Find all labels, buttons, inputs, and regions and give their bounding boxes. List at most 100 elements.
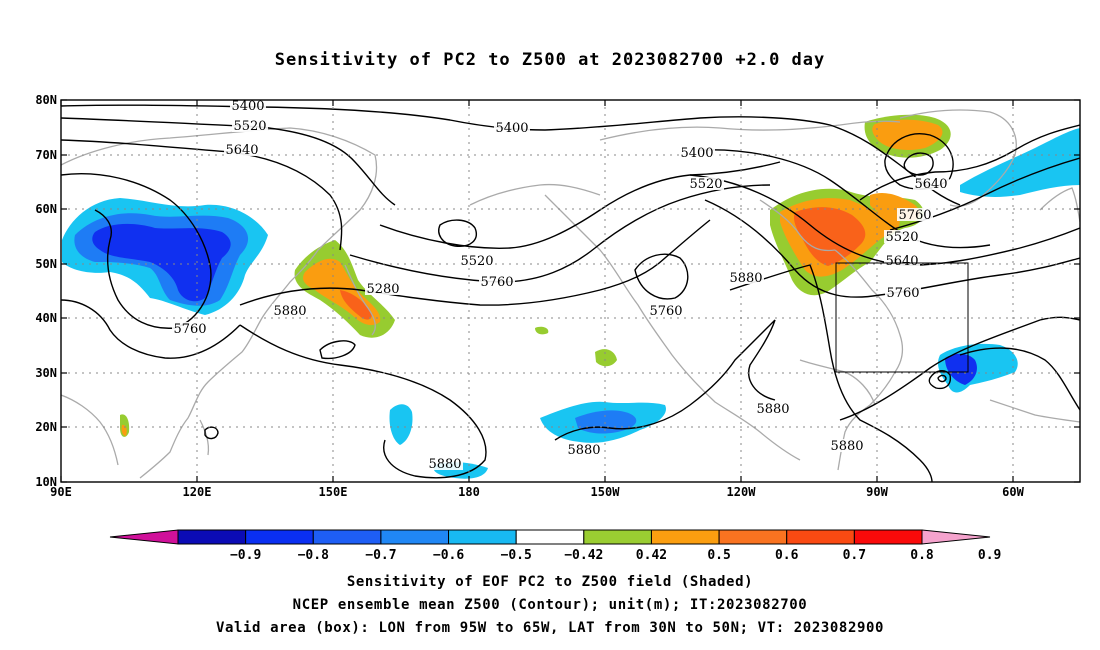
lat-label: 40N — [35, 311, 57, 325]
lat-label: 10N — [35, 475, 57, 489]
contour-label-bg — [884, 254, 920, 267]
contour-ring-small-a — [204, 426, 219, 440]
contour-5640-b — [349, 184, 771, 283]
contour-5880-pac — [554, 319, 776, 441]
contour-5520-c — [699, 149, 991, 249]
contour-5760-b — [239, 219, 711, 306]
colorbar-end-left — [109, 529, 179, 545]
contour-label: 5520 — [460, 254, 493, 269]
caption-shaded: Sensitivity of EOF PC2 to Z500 field (Sh… — [346, 574, 754, 590]
contour-5520-a — [61, 117, 396, 206]
lat-label: 50N — [35, 257, 57, 271]
contour-label-bg — [427, 457, 463, 470]
lon-label: 150E — [319, 485, 348, 499]
contour-label: 5640 — [225, 143, 258, 158]
contour-label: 5760 — [886, 286, 919, 301]
contour-5280-ring-outer — [884, 133, 954, 190]
contour-label-bg — [688, 177, 724, 190]
contour-label-bg — [230, 99, 266, 112]
coast-greenland — [899, 109, 1017, 207]
contour-5880-na — [729, 264, 933, 482]
contour-label-bg — [232, 119, 268, 132]
contour-label-bg — [224, 143, 260, 156]
colorbar-segment — [177, 529, 247, 545]
colorbar-segment — [448, 529, 517, 545]
lon-label: 120E — [183, 485, 212, 499]
contour-label: 5520 — [233, 119, 266, 134]
contour-label-bg — [272, 304, 308, 317]
contour-label: 5880 — [830, 439, 863, 454]
contour-label-bg — [728, 271, 764, 284]
contour-5880-atl-low — [959, 347, 1080, 411]
lon-label: 90W — [866, 485, 888, 499]
colorbar-label: −0.9 — [230, 548, 261, 563]
contour-label: 5880 — [567, 443, 600, 458]
colorbar-segment — [786, 529, 855, 545]
contour-label-bg — [679, 146, 715, 159]
colorbar-label: 0.8 — [910, 548, 934, 563]
valid-area-box — [835, 262, 969, 373]
contour-label: 5880 — [273, 304, 306, 319]
colorbar-label: −0.7 — [365, 548, 396, 563]
coast-na-north — [599, 120, 901, 141]
contour-label-bg — [459, 254, 495, 267]
coast-hudson — [759, 199, 836, 252]
contour-label: 5760 — [480, 275, 513, 290]
coast-india — [61, 394, 119, 466]
plot-frame — [60, 99, 1081, 483]
contour-label-bg — [648, 304, 684, 317]
colorbar-segment — [853, 529, 923, 545]
contour-ring-5520 — [438, 219, 477, 247]
contour-ring-5760 — [634, 253, 689, 300]
contour-5880-mid — [239, 324, 487, 479]
contour-label-bg — [897, 208, 933, 221]
contour-labels: 5400 5520 5640 5400 5520 5760 5280 5400 5520 5640… — [172, 99, 949, 472]
neg-region-natlantic — [960, 128, 1080, 197]
contour-label-bg — [913, 177, 949, 190]
contour-5400-c — [859, 124, 1080, 201]
pos-region-small-1 — [595, 349, 617, 367]
coast-europe — [1039, 187, 1080, 223]
contour-label: 5400 — [680, 146, 713, 161]
lat-label: 30N — [35, 366, 57, 380]
contour-5880-west — [61, 299, 241, 359]
contour-label: 5880 — [729, 271, 762, 286]
pos-region-greenland-orange — [872, 119, 943, 150]
lon-label: 90E — [50, 485, 72, 499]
shaded-sensitivity — [62, 114, 1080, 479]
contour-label: 5640 — [914, 177, 947, 192]
colorbar-segment — [245, 529, 314, 545]
contour-label-bg — [755, 402, 791, 415]
contour-5520-b — [379, 161, 781, 249]
neg-region-asia-strong — [92, 223, 231, 302]
contour-label: 5520 — [885, 230, 918, 245]
contour-label-bg — [829, 439, 865, 452]
pos-region-small-2 — [535, 326, 549, 335]
pos-region-japan-dark — [340, 290, 372, 320]
colorbar-end-right — [921, 529, 991, 545]
axes: 90E 120E 150E 180 150W 120W 90W 60W 80N 70N 60N 50N… — [35, 93, 1080, 499]
contour-ring-small-c — [937, 374, 947, 383]
colorbar-label: −0.8 — [298, 548, 329, 563]
colorbar-segment — [718, 529, 788, 545]
z500-contours — [61, 104, 1080, 482]
coast-na-west — [544, 194, 801, 461]
lon-label: 150W — [591, 485, 621, 499]
contour-ring-5880-a — [319, 340, 356, 360]
neg-region-subtropical-strong — [945, 353, 977, 385]
contour-5760-c — [704, 199, 1080, 298]
colorbar-label: −0.5 — [501, 548, 532, 563]
lon-label: 120W — [727, 485, 757, 499]
contour-label: 5880 — [756, 402, 789, 417]
colorbar-label: 0.9 — [978, 548, 1001, 563]
pos-region-small-4 — [121, 424, 127, 436]
contour-label: 5640 — [885, 254, 918, 269]
contour-5880-atl — [839, 316, 1080, 421]
colorbar-label: 0.6 — [775, 548, 799, 563]
colorbar-label: 0.5 — [707, 548, 730, 563]
contour-ring-small-b — [928, 370, 952, 390]
caption-contour: NCEP ensemble mean Z500 (Contour); unit(… — [292, 597, 808, 613]
contour-5520-d — [889, 157, 1080, 231]
contour-label-bg — [479, 275, 515, 288]
colorbar-segment — [515, 529, 585, 545]
